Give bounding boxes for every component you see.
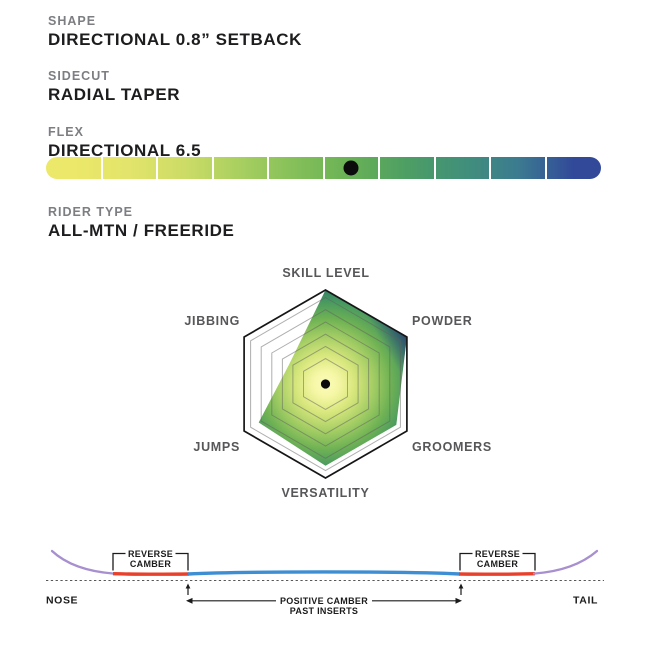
radar-grid-ring <box>303 358 348 410</box>
radar-grid-ring <box>292 345 359 423</box>
reverse-camber-left-label-line1: REVERSE <box>128 549 173 559</box>
radar-axis-jibbing: JIBBING <box>184 314 240 328</box>
reverse-camber-left-bracket <box>112 552 189 571</box>
spec-row-sidecut: SIDECUT RADIAL TAPER <box>48 69 180 105</box>
spec-label-shape: SHAPE <box>48 14 97 28</box>
positive-camber-left-tick-arrow <box>185 583 191 589</box>
spec-value-shape: DIRECTIONAL 0.8” SETBACK <box>48 30 303 49</box>
positive-camber-label-line1: POSITIVE CAMBER <box>280 596 368 606</box>
reverse-camber-right-label-line1: REVERSE <box>475 549 520 559</box>
radar-axis-groomers: GROOMERS <box>412 440 492 454</box>
spec-row-shape: SHAPE DIRECTIONAL 0.8” SETBACK <box>48 14 302 50</box>
radar-grid-ring <box>260 309 391 459</box>
spec-label-sidecut: SIDECUT <box>48 69 110 83</box>
radar-axis-jumps: JUMPS <box>193 440 240 454</box>
positive-camber-right-arrowhead <box>455 597 462 604</box>
reverse-camber-right-label-line2: CAMBER <box>477 559 518 569</box>
radar-axis-versatility: VERSATILITY <box>281 486 369 500</box>
spec-label-flex: FLEX <box>48 125 84 139</box>
reverse-camber-tail-segment <box>458 572 536 576</box>
spec-row-rider-type: RIDER TYPE ALL-MTN / FREERIDE <box>48 205 234 241</box>
radar-outer-hexagon <box>243 289 408 479</box>
positive-camber-label-line2: PAST INSERTS <box>290 606 358 616</box>
spec-row-flex: FLEX DIRECTIONAL 6.5 <box>48 125 201 161</box>
tail-label: TAIL <box>573 595 598 607</box>
spec-label-rider-type: RIDER TYPE <box>48 205 134 219</box>
radar-axis-skill-level: SKILL LEVEL <box>282 266 369 280</box>
tail-tip-curve <box>532 549 599 575</box>
radar-chart: SKILL LEVEL POWDER GROOMERS VERSATILITY … <box>184 266 492 500</box>
spec-value-flex: DIRECTIONAL 6.5 <box>48 141 202 160</box>
positive-camber-segment <box>187 570 461 576</box>
radar-rings <box>243 289 408 479</box>
radar-grid-ring <box>250 296 401 472</box>
camber-profile: REVERSE CAMBER REVERSE CAMBER POSITIVE C… <box>46 549 604 616</box>
positive-camber-right-tick-arrow <box>458 583 464 589</box>
radar-powder-corner-tint <box>258 290 407 466</box>
reverse-camber-left-label-line2: CAMBER <box>130 559 171 569</box>
radar-axis-powder: POWDER <box>412 314 472 328</box>
positive-camber-left-arrowhead <box>186 597 193 604</box>
spec-value-rider-type: ALL-MTN / FREERIDE <box>48 221 235 240</box>
radar-grid-ring <box>281 333 370 435</box>
nose-label: NOSE <box>46 595 78 607</box>
flex-bar <box>46 157 601 179</box>
radar-center-dot <box>320 379 331 389</box>
radar-grid-ring <box>271 321 380 447</box>
flex-marker-dot <box>343 160 359 176</box>
reverse-camber-right-bracket <box>459 552 536 571</box>
reverse-camber-nose-segment <box>112 572 190 576</box>
spec-value-sidecut: RADIAL TAPER <box>48 85 181 104</box>
nose-tip-curve <box>50 549 116 575</box>
